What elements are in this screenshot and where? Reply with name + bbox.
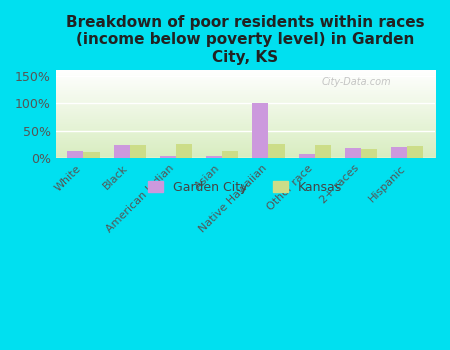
Bar	[68, 152, 84, 158]
Legend: Garden City, Kansas: Garden City, Kansas	[142, 175, 348, 200]
Title: Breakdown of poor residents within races
(income below poverty level) in Garden
: Breakdown of poor residents within races…	[66, 15, 425, 65]
Bar	[222, 151, 239, 158]
Bar	[206, 156, 222, 158]
Bar	[113, 145, 130, 158]
Bar	[269, 144, 285, 158]
Bar	[84, 152, 100, 158]
Bar	[345, 148, 361, 158]
Bar	[315, 145, 331, 158]
Bar	[160, 156, 176, 158]
Bar	[176, 144, 192, 158]
Bar	[361, 149, 377, 158]
Bar	[298, 154, 315, 158]
Bar	[407, 146, 423, 158]
Text: City-Data.com: City-Data.com	[321, 77, 391, 87]
Bar	[252, 103, 269, 158]
Bar	[130, 145, 146, 158]
Bar	[391, 147, 407, 158]
